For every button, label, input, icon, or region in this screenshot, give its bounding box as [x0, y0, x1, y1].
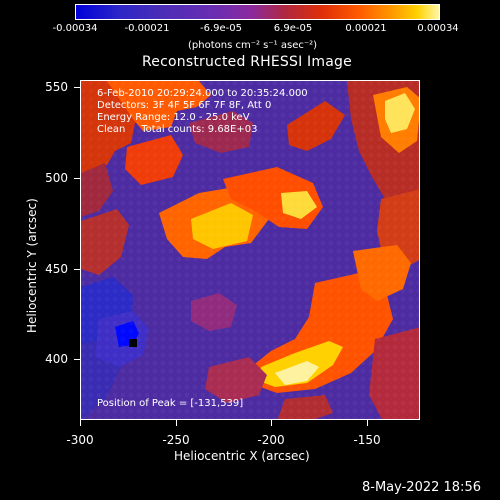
- colorbar-tick: -6.9e-05: [200, 23, 242, 34]
- x-axis-tick: [176, 420, 177, 426]
- colorbar-tick: -0.00021: [124, 23, 170, 34]
- x-axis-tick-label: -200: [257, 433, 285, 447]
- y-axis-tick: [74, 359, 80, 360]
- y-axis-tick: [74, 178, 80, 179]
- x-axis-tick-label: -300: [66, 433, 94, 447]
- colorbar: [75, 4, 440, 20]
- x-axis-tick: [80, 420, 81, 426]
- solar-image-panel: 6-Feb-2010 20:29:24.000 to 20:35:24.000 …: [80, 80, 420, 420]
- y-axis-tick-label: 400: [45, 352, 68, 366]
- metadata-line: Detectors: 3F 4F 5F 6F 7F 8F, Att 0: [97, 100, 272, 111]
- y-axis-tick-label: 550: [45, 80, 68, 94]
- colorbar-tick: 6.9e-05: [273, 23, 313, 34]
- x-axis-tick: [367, 420, 368, 426]
- metadata-line: 6-Feb-2010 20:29:24.000 to 20:35:24.000: [97, 88, 308, 99]
- colorbar-tick: 0.00021: [345, 23, 387, 34]
- peak-position-text: Position of Peak = [-131,539]: [97, 398, 244, 409]
- colorbar-tick: 0.00034: [417, 23, 459, 34]
- y-axis-label: Heliocentric Y (arcsec): [25, 198, 39, 333]
- x-axis-label: Heliocentric X (arcsec): [174, 449, 310, 463]
- colorbar-units: (photons cm⁻² s⁻¹ asec⁻²): [188, 40, 318, 51]
- rhessi-heatmap: [81, 81, 419, 419]
- pixel-texture: [81, 81, 419, 419]
- metadata-line: Clean Total counts: 9.68E+03: [97, 124, 258, 135]
- metadata-line: Energy Range: 12.0 - 25.0 keV: [97, 112, 250, 123]
- colorbar-tick: -0.00034: [52, 23, 98, 34]
- y-axis-tick-label: 450: [45, 262, 68, 276]
- x-axis-tick-label: -150: [353, 433, 381, 447]
- y-axis-tick: [74, 269, 80, 270]
- y-axis-tick-label: 500: [45, 171, 68, 185]
- timestamp: 8-May-2022 18:56: [362, 480, 481, 495]
- y-axis-tick: [74, 87, 80, 88]
- page-title: Reconstructed RHESSI Image: [142, 54, 352, 70]
- x-axis-tick-label: -250: [162, 433, 190, 447]
- x-axis-tick: [271, 420, 272, 426]
